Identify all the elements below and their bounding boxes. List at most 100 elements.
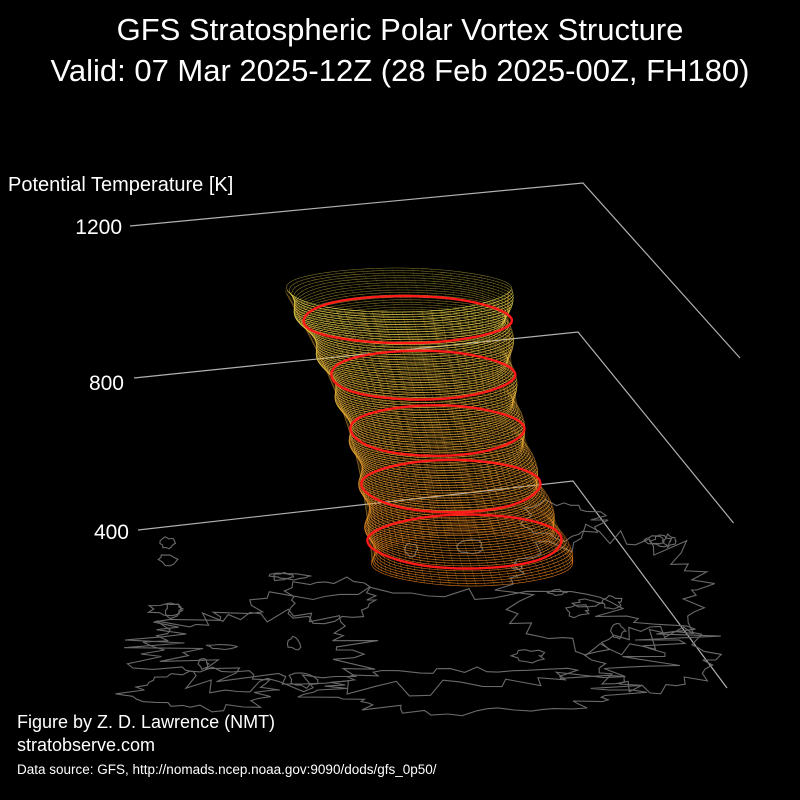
isosurface-streak (466, 272, 535, 540)
isosurface-streak (284, 289, 373, 561)
chart-subtitle: Valid: 07 Mar 2025-12Z (28 Feb 2025-00Z,… (50, 53, 750, 88)
isosurface-streak (431, 310, 504, 585)
isosurface-contour (322, 366, 510, 391)
isosurface-contour (294, 284, 510, 308)
isosurface-contour (315, 349, 512, 373)
isosurface-streak (508, 290, 573, 561)
isosurface-streak (411, 268, 486, 535)
isosurface-streak (440, 310, 512, 584)
isosurface-contour (358, 480, 538, 506)
isosurface-streak (440, 269, 512, 537)
isosurface-streak (487, 277, 554, 545)
coast-shape (519, 498, 609, 543)
isosurface-contour (374, 523, 572, 551)
island-shape (197, 658, 211, 671)
island-shape (570, 598, 604, 608)
isosurface-streak (492, 301, 558, 574)
isosurface-streak (411, 311, 486, 586)
island-shape (157, 554, 179, 567)
isosurface-contour (327, 371, 514, 396)
isosurface-contour (329, 374, 515, 398)
isosurface-contour (316, 344, 514, 368)
isosurface-contour (360, 467, 543, 494)
isosurface-contour (311, 334, 514, 358)
highlight-contour-850 (330, 349, 517, 401)
chart-title: GFS Stratospheric Polar Vortex Structure (116, 12, 684, 47)
isosurface-contour (309, 331, 512, 356)
isosurface-streak (327, 307, 410, 581)
coastline-map (115, 498, 723, 717)
isosurface-contour (301, 324, 508, 348)
isosurface-contour (367, 502, 551, 529)
isosurface-contour (373, 554, 574, 582)
isosurface-streak (352, 310, 433, 584)
isosurface-contour (349, 433, 525, 459)
isosurface-contour (298, 299, 507, 323)
isosurface-streak (421, 311, 495, 586)
isosurface-contour (358, 458, 534, 484)
isosurface-contour (286, 267, 512, 291)
isosurface-contour (362, 495, 545, 521)
island-shape (601, 594, 623, 610)
isosurface-streak (288, 284, 376, 554)
isosurface-contour (316, 328, 510, 353)
isosurface-streak (291, 282, 379, 551)
isosurface-contour (291, 294, 514, 318)
isosurface-contour (354, 453, 529, 479)
island-shape (643, 535, 665, 545)
isosurface-contour (335, 384, 518, 408)
isosurface-streak (371, 311, 450, 586)
isosurface-streak (312, 275, 397, 543)
isosurface-streak (295, 299, 383, 572)
isosurface-contour (365, 532, 558, 559)
isosurface-contour (306, 329, 511, 353)
isosurface-streak (487, 302, 554, 576)
z-tick-label-800: 800 (88, 372, 124, 395)
isosurface-streak (306, 277, 392, 545)
isosurface-contour (295, 317, 506, 341)
isosurface-contour (316, 356, 509, 381)
isosurface-streak (401, 311, 477, 587)
island-shape (404, 542, 419, 558)
isosurface-contour (346, 416, 522, 441)
isosurface-streak (458, 271, 528, 539)
isosurface-contour (368, 537, 562, 564)
isosurface-contour (338, 406, 515, 431)
isosurface-contour (366, 500, 549, 527)
coast-shape (494, 523, 715, 656)
highlight-contour-550 (360, 458, 542, 514)
isosurface-contour (316, 346, 513, 371)
vortex-isosurface (284, 267, 574, 587)
coast-shape (297, 666, 648, 717)
isosurface-streak (312, 304, 397, 578)
isosurface-contour (335, 401, 514, 426)
coast-shape (115, 666, 280, 713)
isosurface-contour (364, 497, 547, 524)
isosurface-contour (348, 438, 524, 464)
z-gridline-1200 (129, 182, 741, 359)
isosurface-contour (286, 289, 512, 313)
isosurface-contour (294, 287, 508, 310)
highlight-contours (302, 294, 563, 570)
isosurface-contour (294, 314, 507, 338)
isosurface-contour (289, 270, 513, 293)
highlight-contour-1000 (302, 294, 513, 345)
highlight-contour-400 (366, 513, 563, 570)
isosurface-contour (364, 504, 556, 531)
isosurface-streak (300, 278, 387, 547)
isosurface-contour (293, 275, 514, 298)
isosurface-contour (359, 475, 538, 501)
isosurface-streak (335, 271, 418, 539)
isosurface-streak (421, 268, 495, 535)
isosurface-contour (361, 443, 538, 469)
isosurface-streak (381, 311, 459, 586)
isosurface-contour (294, 289, 507, 313)
island-shape (159, 536, 177, 550)
isosurface-contour (365, 506, 558, 533)
author-credit: Figure by Z. D. Lawrence (NMT) (17, 712, 276, 732)
isosurface-streak (352, 269, 433, 537)
isosurface-streak (391, 311, 468, 587)
coast-shape (582, 625, 723, 695)
z-gridline-800 (133, 331, 734, 524)
